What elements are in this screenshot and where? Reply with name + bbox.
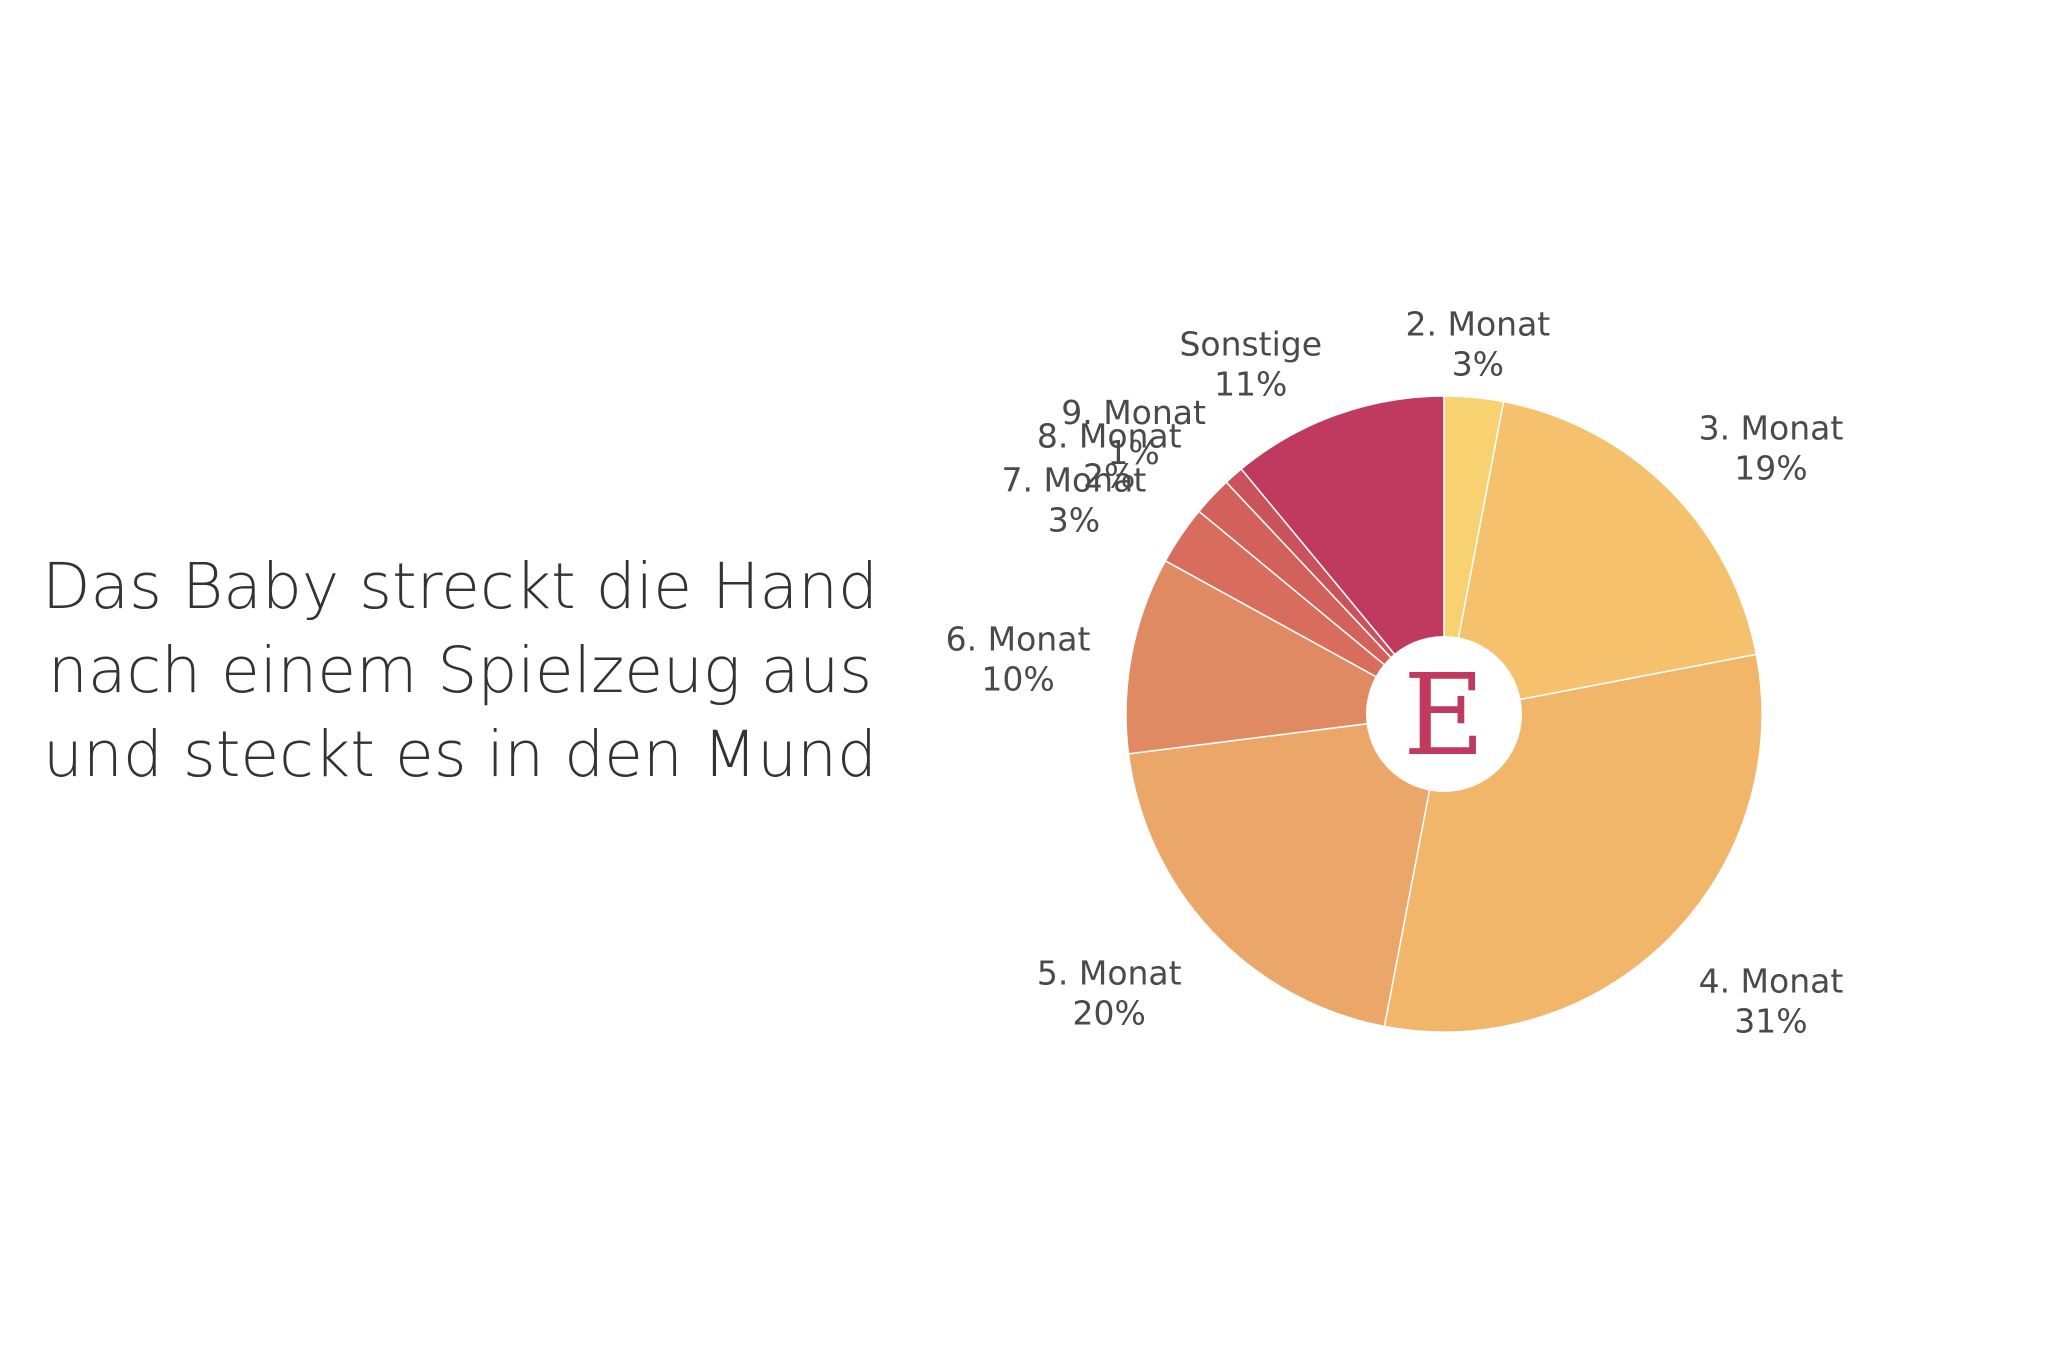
pie-label-category: 8. Monat (1037, 417, 1182, 456)
pie-label-value: 2% (1083, 457, 1135, 496)
pie-label-value: 31% (1734, 1002, 1807, 1041)
pie-label-category: 7. Monat (1002, 461, 1147, 500)
center-hole (1366, 636, 1522, 792)
pie-label-value: 19% (1734, 448, 1807, 487)
pie-label-value: 11% (1214, 364, 1287, 403)
pie-label-category: 6. Monat (946, 620, 1091, 659)
pie-label-value: 3% (1452, 345, 1504, 384)
pie-slice-5-monat (1127, 713, 1445, 1028)
pie-label-category: 3. Monat (1699, 408, 1844, 447)
pie-slices (1125, 395, 1763, 1033)
pie-label-value: 3% (1048, 501, 1100, 540)
logo-letter: E (1403, 651, 1485, 781)
title-line-3: und steckt es in den Mund (43, 718, 877, 791)
pie-label-value: 1% (1107, 433, 1159, 472)
chart-title: Das Baby streckt die Hand nach einem Spi… (30, 545, 890, 797)
pie-label-category: Sonstige (1179, 324, 1322, 363)
pie-label-category: 5. Monat (1037, 953, 1182, 992)
pie-slice-3-monat (1443, 400, 1758, 715)
pie-label-category: 4. Monat (1699, 962, 1844, 1001)
pie-label-value: 20% (1073, 993, 1146, 1032)
pie-label-value: 10% (981, 660, 1054, 699)
pie-label-category: 2. Monat (1406, 305, 1551, 344)
pie-label-category: 9. Monat (1061, 393, 1206, 432)
title-line-1: Das Baby streckt die Hand (42, 550, 878, 623)
title-line-2: nach einem Spielzeug aus (47, 634, 873, 707)
pie-slice-sonstige (1240, 395, 1445, 717)
pie-slice-6-monat (1125, 559, 1447, 755)
